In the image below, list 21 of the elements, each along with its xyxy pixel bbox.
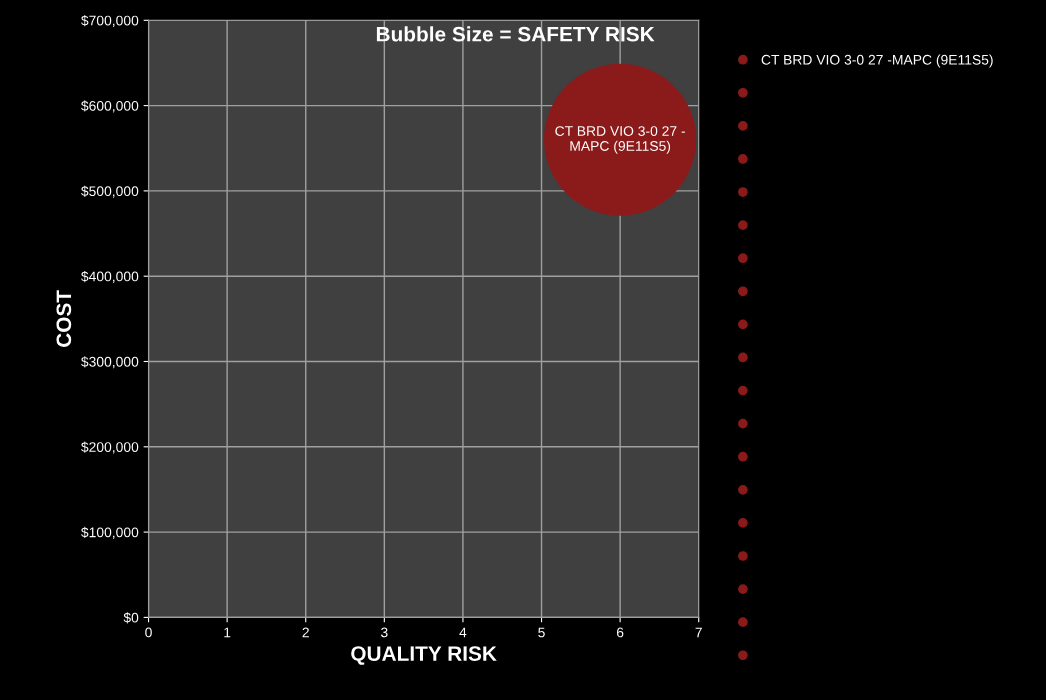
x-tick-label: 1 [224,627,231,638]
y-tick-label: $400,000 [81,270,139,284]
x-tick-label: 7 [695,627,702,638]
x-tick-label: 4 [459,627,467,638]
x-tick-label: 3 [381,627,388,638]
x-tick-label: 2 [302,627,309,638]
y-axis-title: COST [56,290,72,347]
y-tick-label: $700,000 [81,15,139,28]
y-tick-label: $100,000 [81,526,139,539]
x-axis-title: QUALITY RISK [351,646,497,665]
y-tick-label: $300,000 [81,356,139,369]
y-tick-label: $500,000 [81,185,139,198]
y-tick-label: $0 [123,612,139,624]
x-tick-label: 6 [616,627,624,638]
y-tick-label: $600,000 [81,100,139,113]
x-tick-label: 5 [538,627,545,638]
y-tick-label: $200,000 [81,441,139,454]
legend-label: CT BRD VIO 3-0 27 -MAPC (9E11S5) [761,54,993,68]
x-tick-label: 0 [145,627,152,638]
annotation: CT BRD VIO 3-0 27 - MAPC (9E11S5) [555,126,685,154]
chart-title: Bubble Size = SAFETY RISK [376,26,655,42]
